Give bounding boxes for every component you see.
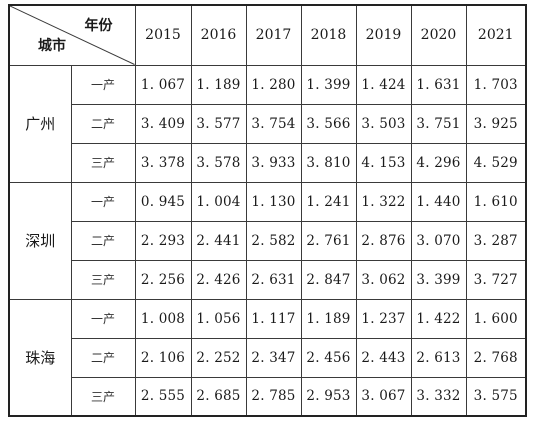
sector-cell: 三产: [70, 142, 136, 183]
table-row: 三产 2. 256 2. 426 2. 631 2. 847 3. 062 3. 399 3.…: [9, 259, 527, 300]
value-cell: 2. 876: [355, 220, 412, 261]
table-row: 二产 2. 106 2. 252 2. 347 2. 456 2. 443 2. 613 2.…: [9, 337, 527, 378]
value-cell: 1. 280: [245, 64, 302, 105]
value-cell: 2. 106: [134, 337, 192, 378]
value-cell: 3. 578: [190, 142, 247, 183]
value-cell: 1. 189: [190, 64, 247, 105]
year-header: 2016: [190, 4, 247, 66]
value-cell: 2. 252: [190, 337, 247, 378]
value-cell: 3. 503: [355, 103, 412, 144]
value-cell: 1. 008: [134, 298, 192, 339]
value-cell: 2. 443: [355, 337, 412, 378]
table-row: 广州 一产 1. 067 1. 189 1. 280 1. 399 1. 424 1. 631…: [8, 64, 527, 183]
city-cell: 深圳: [8, 181, 72, 300]
value-cell: 1. 631: [410, 64, 467, 105]
sector-cell: 一产: [70, 181, 136, 222]
year-header: 2018: [300, 4, 357, 66]
year-header: 2015: [134, 4, 192, 66]
table-row: 二产 3. 409 3. 577 3. 754 3. 566 3. 503 3. 751 3.…: [9, 103, 527, 144]
value-cell: 2. 582: [245, 220, 302, 261]
value-cell: 1. 440: [410, 181, 467, 222]
value-cell: 3. 566: [300, 103, 357, 144]
value-cell: 1. 610: [465, 181, 527, 222]
value-cell: 2. 631: [245, 259, 302, 300]
value-cell: 3. 409: [134, 103, 192, 144]
value-cell: 2. 613: [410, 337, 467, 378]
value-cell: 2. 768: [465, 337, 527, 378]
value-cell: 1. 241: [300, 181, 357, 222]
sector-cell: 一产: [70, 64, 136, 105]
value-cell: 4. 296: [410, 142, 467, 183]
value-cell: 1. 067: [134, 64, 192, 105]
value-cell: 0. 945: [134, 181, 192, 222]
value-cell: 3. 332: [410, 376, 467, 417]
city-cell: 珠海: [8, 298, 72, 417]
diagonal-divider: [10, 6, 135, 65]
year-axis-label: 年份: [84, 18, 113, 34]
value-cell: 1. 117: [245, 298, 302, 339]
table-row: 三产 2. 555 2. 685 2. 785 2. 953 3. 067 3. 332 3.…: [9, 376, 527, 417]
value-cell: 1. 237: [355, 298, 412, 339]
value-cell: 1. 399: [300, 64, 357, 105]
sector-cell: 一产: [70, 298, 136, 339]
value-cell: 2. 785: [245, 376, 302, 417]
city-cell: 广州: [8, 64, 72, 183]
value-cell: 1. 424: [355, 64, 412, 105]
value-cell: 1. 130: [245, 181, 302, 222]
value-cell: 3. 754: [245, 103, 302, 144]
value-cell: 2. 685: [190, 376, 247, 417]
table-row: 三产 3. 378 3. 578 3. 933 3. 810 4. 153 4. 296 4.…: [9, 142, 527, 183]
value-cell: 1. 004: [190, 181, 247, 222]
sector-cell: 三产: [70, 259, 136, 300]
table-row: 深圳 一产 0. 945 1. 004 1. 130 1. 241 1. 322 1. 440…: [8, 181, 527, 300]
value-cell: 3. 575: [465, 376, 527, 417]
value-cell: 1. 056: [190, 298, 247, 339]
value-cell: 1. 422: [410, 298, 467, 339]
corner-header-cell: 年份 城市: [8, 4, 136, 66]
value-cell: 2. 347: [245, 337, 302, 378]
value-cell: 2. 426: [190, 259, 247, 300]
value-cell: 3. 399: [410, 259, 467, 300]
value-cell: 2. 456: [300, 337, 357, 378]
value-cell: 3. 577: [190, 103, 247, 144]
data-table: 年份 城市 2015 2016 2017 2018 2019 2020 2021…: [8, 4, 527, 417]
year-header: 2017: [245, 4, 302, 66]
value-cell: 3. 062: [355, 259, 412, 300]
value-cell: 2. 761: [300, 220, 357, 261]
value-cell: 1. 189: [300, 298, 357, 339]
value-cell: 2. 293: [134, 220, 192, 261]
value-cell: 4. 153: [355, 142, 412, 183]
value-cell: 2. 847: [300, 259, 357, 300]
value-cell: 3. 378: [134, 142, 192, 183]
value-cell: 2. 555: [134, 376, 192, 417]
value-cell: 1. 703: [465, 64, 527, 105]
value-cell: 1. 322: [355, 181, 412, 222]
year-header: 2020: [410, 4, 467, 66]
value-cell: 3. 751: [410, 103, 467, 144]
value-cell: 1. 600: [465, 298, 527, 339]
city-axis-label: 城市: [38, 37, 66, 54]
value-cell: 4. 529: [465, 142, 527, 183]
table-row: 二产 2. 293 2. 441 2. 582 2. 761 2. 876 3. 070 3.…: [9, 220, 527, 261]
year-header: 2021: [465, 4, 527, 66]
year-header: 2019: [355, 4, 412, 66]
value-cell: 3. 925: [465, 103, 527, 144]
value-cell: 2. 256: [134, 259, 192, 300]
table-row: 珠海 一产 1. 008 1. 056 1. 117 1. 189 1. 237 1. 422…: [8, 298, 527, 417]
value-cell: 3. 727: [465, 259, 527, 300]
value-cell: 3. 287: [465, 220, 527, 261]
sector-cell: 二产: [70, 103, 136, 144]
sector-cell: 二产: [70, 337, 136, 378]
sector-cell: 三产: [70, 376, 136, 417]
value-cell: 3. 933: [245, 142, 302, 183]
value-cell: 3. 067: [355, 376, 412, 417]
sector-cell: 二产: [70, 220, 136, 261]
value-cell: 2. 953: [300, 376, 357, 417]
value-cell: 2. 441: [190, 220, 247, 261]
value-cell: 3. 070: [410, 220, 467, 261]
header-row: 年份 城市 2015 2016 2017 2018 2019 2020 2021: [8, 4, 527, 66]
value-cell: 3. 810: [300, 142, 357, 183]
table-body: 广州 一产 1. 067 1. 189 1. 280 1. 399 1. 424 1. 631…: [8, 64, 527, 417]
